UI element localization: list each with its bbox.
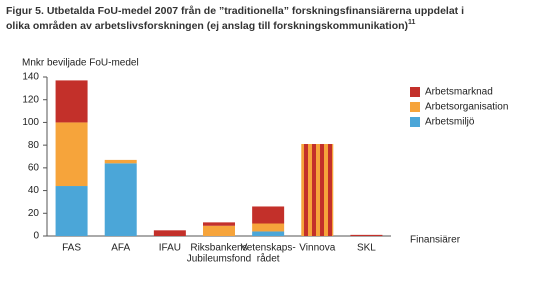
x-tick-label: Riksbankens [190,243,247,254]
x-tick-label: FAS [62,243,81,254]
x-tick-label: rådet [257,253,280,265]
bar-segment [203,222,235,226]
x-tick-label: Vetenskaps- [241,243,296,254]
y-tick-label: 140 [22,72,39,83]
y-axis-label: Mnkr beviljade FoU-medel [22,58,139,69]
bar-segment [153,230,186,236]
bar-segment [104,159,137,164]
bar-segment [252,231,285,236]
bar-segment [55,186,88,236]
x-tick-label: Vinnova [299,243,335,254]
legend-swatch [410,117,420,127]
legend-label: Arbetsmiljö [425,117,475,128]
bar-segment [252,223,285,232]
bar-segment [301,144,334,236]
y-tick-label: 100 [22,117,39,128]
chart-title: Figur 5. Utbetalda FoU-medel 2007 från d… [6,5,464,17]
x-tick-label: IFAU [159,243,181,254]
bar-segment [104,163,137,236]
chart-title: olika områden av arbetslivsforskningen (… [6,19,416,32]
y-tick-label: 60 [28,162,40,173]
bar-segment [55,122,88,187]
legend-label: Arbetsorganisation [425,102,508,113]
title-line: olika områden av arbetslivsforskningen (… [6,20,408,32]
y-tick-label: 120 [22,94,39,105]
x-tick-label: SKL [357,243,376,254]
x-tick-label: AFA [111,243,130,254]
bar-segment [55,80,88,123]
y-tick-label: 40 [28,185,40,196]
legend-swatch [410,87,420,97]
bar-segment [203,225,235,236]
y-tick-label: 0 [33,231,39,242]
bar-segment [350,234,383,236]
legend-label: Arbetsmarknad [425,87,493,98]
x-axis-label: Finansiärer [410,235,461,246]
bar-segment [252,206,285,224]
x-tick-label: Jubileumsfond [187,254,251,265]
y-tick-label: 80 [28,140,40,151]
y-tick-label: 20 [28,208,40,219]
legend-swatch [410,102,420,112]
footnote-mark: 11 [408,19,416,26]
